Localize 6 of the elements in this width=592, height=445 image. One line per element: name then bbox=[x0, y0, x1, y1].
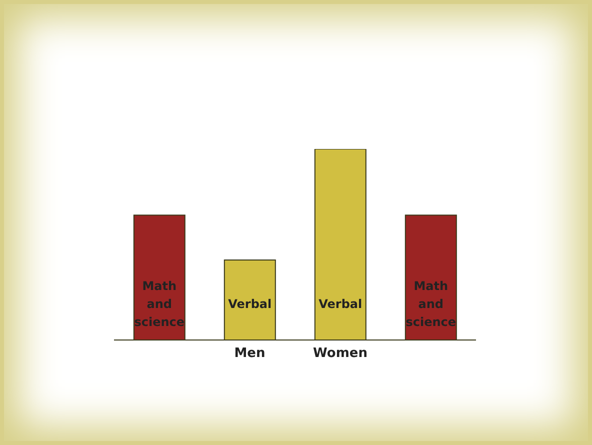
series-label: Verbal bbox=[228, 297, 272, 312]
text: Verbal bbox=[318, 297, 362, 312]
series-label: Math and science bbox=[406, 279, 456, 330]
x-tick-label: Women bbox=[313, 346, 368, 362]
text: Math and science bbox=[134, 279, 185, 330]
x-tick-label: Men bbox=[234, 346, 266, 362]
